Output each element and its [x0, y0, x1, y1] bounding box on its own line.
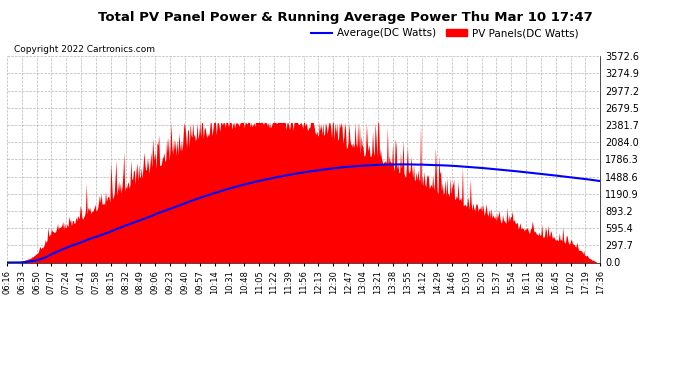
Text: Total PV Panel Power & Running Average Power Thu Mar 10 17:47: Total PV Panel Power & Running Average P…: [97, 11, 593, 24]
Legend: Average(DC Watts), PV Panels(DC Watts): Average(DC Watts), PV Panels(DC Watts): [306, 24, 583, 43]
Text: Copyright 2022 Cartronics.com: Copyright 2022 Cartronics.com: [14, 45, 155, 54]
